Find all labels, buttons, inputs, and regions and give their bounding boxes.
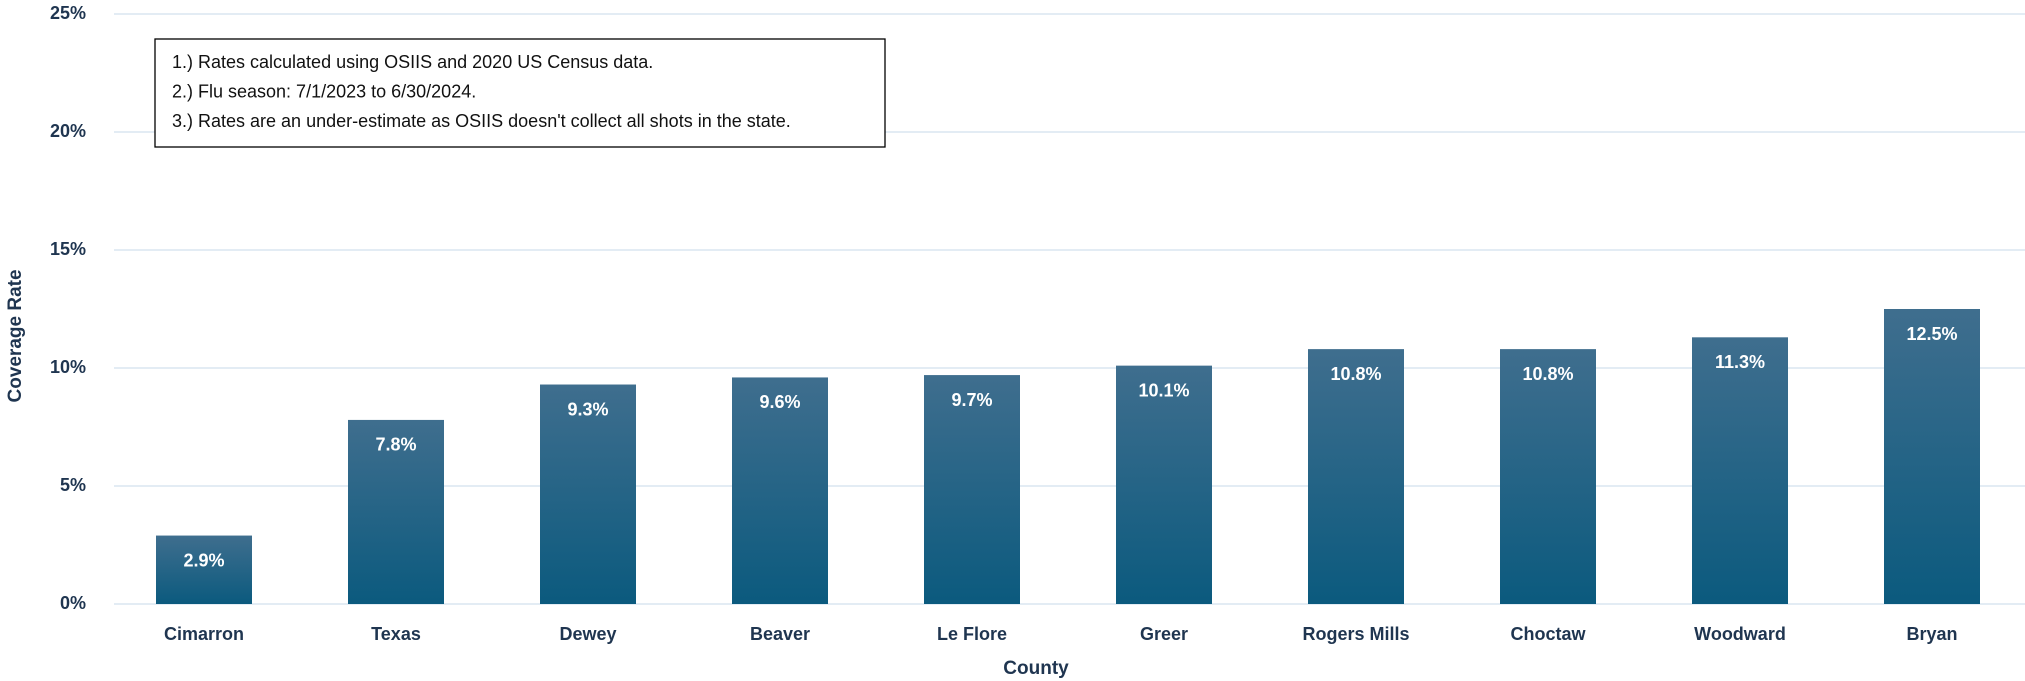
x-tick-label: Beaver	[750, 624, 810, 644]
bar	[1692, 337, 1788, 604]
x-tick-label: Bryan	[1906, 624, 1957, 644]
x-tick-label: Rogers Mills	[1302, 624, 1409, 644]
bar	[924, 375, 1020, 604]
bar	[156, 535, 252, 604]
x-tick-label: Cimarron	[164, 624, 244, 644]
x-tick-label: Choctaw	[1510, 624, 1586, 644]
bar	[732, 377, 828, 604]
bar	[1884, 309, 1980, 604]
data-label: 2.9%	[183, 550, 224, 570]
x-tick-label: Woodward	[1694, 624, 1786, 644]
data-label: 9.7%	[951, 390, 992, 410]
data-label: 9.3%	[567, 399, 608, 419]
note: 3.) Rates are an under-estimate as OSIIS…	[172, 111, 791, 131]
y-tick-label: 15%	[50, 239, 86, 259]
data-label: 10.8%	[1330, 364, 1381, 384]
y-tick-label: 0%	[60, 593, 86, 613]
data-label: 11.3%	[1715, 352, 1765, 372]
data-label: 9.6%	[759, 392, 800, 412]
note: 1.) Rates calculated using OSIIS and 202…	[172, 52, 653, 72]
bar	[1308, 349, 1404, 604]
data-label: 12.5%	[1906, 324, 1957, 344]
note: 2.) Flu season: 7/1/2023 to 6/30/2024.	[172, 81, 476, 101]
y-tick-label: 10%	[50, 357, 86, 377]
y-tick-label: 5%	[60, 475, 86, 495]
x-tick-label: Texas	[371, 624, 421, 644]
note-box	[154, 38, 886, 148]
y-axis-label: Coverage Rate	[5, 269, 26, 402]
data-label: 10.8%	[1522, 364, 1573, 384]
x-tick-label: Greer	[1140, 624, 1188, 644]
bar	[348, 419, 444, 604]
x-axis-label: County	[1003, 658, 1069, 679]
bar	[1116, 365, 1212, 604]
x-tick-label: Le Flore	[937, 624, 1007, 644]
x-tick-label: Dewey	[559, 624, 616, 644]
data-label: 10.1%	[1138, 380, 1189, 400]
data-label: 7.8%	[375, 435, 416, 455]
bar	[540, 384, 636, 604]
y-tick-label: 25%	[50, 3, 86, 23]
y-tick-label: 20%	[50, 121, 86, 141]
bar	[1500, 349, 1596, 604]
